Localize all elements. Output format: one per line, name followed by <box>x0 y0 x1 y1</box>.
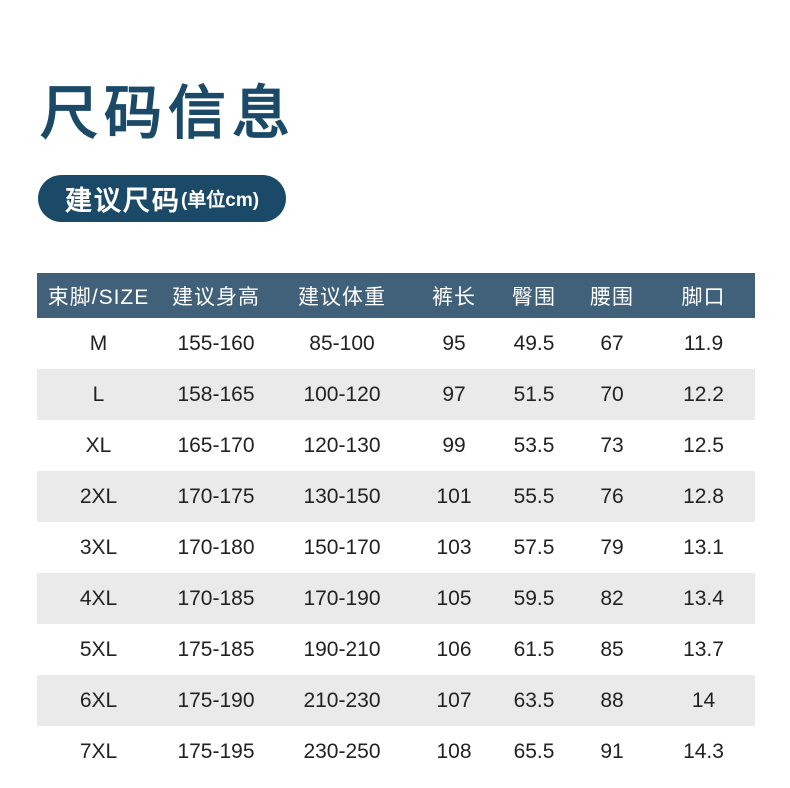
size-table-body: M 155-160 85-100 95 49.5 67 11.9 L 158-165 100-12… <box>37 318 755 777</box>
table-cell: 170-175 <box>177 484 255 508</box>
column-header: 建议体重 <box>272 273 412 318</box>
column-header: 腰围 <box>572 273 652 318</box>
header-row: 束脚/SIZE 建议身高 建议体重 裤长 臀围 腰围 脚口 <box>37 273 755 318</box>
table-cell: 175-185 <box>177 637 255 661</box>
table-cell: 91 <box>600 739 624 763</box>
table-cell: 12.8 <box>683 484 724 508</box>
size-cell: 4XL <box>79 586 118 610</box>
table-cell: 190-210 <box>303 637 381 661</box>
table-row: 4XL 170-185 170-190 105 59.5 82 13.4 <box>37 573 755 624</box>
table-cell: 230-250 <box>303 739 381 763</box>
table-cell: 67 <box>600 331 624 355</box>
table-cell: 88 <box>600 688 624 712</box>
table-cell: 13.1 <box>683 535 724 559</box>
table-cell: 107 <box>436 688 472 712</box>
table-cell: 170-185 <box>177 586 255 610</box>
table-cell: 70 <box>600 382 624 406</box>
table-cell: 170-190 <box>303 586 381 610</box>
table-cell: 79 <box>600 535 624 559</box>
table-cell: 108 <box>436 739 472 763</box>
size-cell: 7XL <box>79 739 118 763</box>
table-cell: 99 <box>442 433 466 457</box>
table-cell: 61.5 <box>513 637 555 661</box>
table-cell: 51.5 <box>513 382 555 406</box>
table-cell: 63.5 <box>513 688 555 712</box>
table-cell: 103 <box>436 535 472 559</box>
size-cell: M <box>89 331 108 355</box>
table-cell: 170-180 <box>177 535 255 559</box>
column-header: 裤长 <box>412 273 496 318</box>
table-cell: 49.5 <box>513 331 555 355</box>
table-cell: 105 <box>436 586 472 610</box>
table-cell: 53.5 <box>513 433 555 457</box>
table-cell: 82 <box>600 586 624 610</box>
table-cell: 101 <box>436 484 472 508</box>
column-header: 束脚/SIZE <box>37 273 160 318</box>
table-cell: 175-195 <box>177 739 255 763</box>
table-cell: 11.9 <box>683 331 724 355</box>
table-cell: 57.5 <box>513 535 555 559</box>
page-title: 尺码信息 <box>40 81 297 146</box>
size-cell: 6XL <box>79 688 118 712</box>
table-cell: 12.2 <box>683 382 724 406</box>
badge-label: 建议尺码 <box>64 186 181 216</box>
column-header: 臀围 <box>496 273 572 318</box>
table-cell: 73 <box>600 433 624 457</box>
table-cell: 55.5 <box>513 484 555 508</box>
table-cell: 85-100 <box>309 331 375 355</box>
table-cell: 85 <box>600 637 624 661</box>
size-cell: 2XL <box>79 484 118 508</box>
size-cell: L <box>92 382 105 406</box>
table-cell: 14.3 <box>683 739 724 763</box>
table-cell: 120-130 <box>303 433 381 457</box>
table-cell: 106 <box>436 637 472 661</box>
table-cell: 59.5 <box>513 586 555 610</box>
size-cell: 5XL <box>79 637 118 661</box>
table-cell: 12.5 <box>683 433 724 457</box>
table-row: 5XL 175-185 190-210 106 61.5 85 13.7 <box>37 624 755 675</box>
table-row: 6XL 175-190 210-230 107 63.5 88 14 <box>37 675 755 726</box>
table-row: 2XL 170-175 130-150 101 55.5 76 12.8 <box>37 471 755 522</box>
table-cell: 65.5 <box>513 739 555 763</box>
table-cell: 175-190 <box>177 688 255 712</box>
table-cell: 165-170 <box>177 433 255 457</box>
table-cell: 210-230 <box>303 688 381 712</box>
suggested-size-badge: 建议尺码 (单位cm) <box>38 175 286 222</box>
badge-unit-label: (单位cm) <box>180 190 260 211</box>
table-cell: 155-160 <box>177 331 255 355</box>
column-header: 建议身高 <box>160 273 272 318</box>
table-row: 3XL 170-180 150-170 103 57.5 79 13.1 <box>37 522 755 573</box>
size-cell: XL <box>85 433 112 457</box>
table-cell: 95 <box>442 331 466 355</box>
table-row: L 158-165 100-120 97 51.5 70 12.2 <box>37 369 755 420</box>
column-header: 脚口 <box>652 273 755 318</box>
table-row: 7XL 175-195 230-250 108 65.5 91 14.3 <box>37 726 755 777</box>
table-row: M 155-160 85-100 95 49.5 67 11.9 <box>37 318 755 369</box>
table-cell: 97 <box>442 382 466 406</box>
table-cell: 158-165 <box>177 382 255 406</box>
size-cell: 3XL <box>79 535 118 559</box>
table-cell: 100-120 <box>303 382 381 406</box>
table-cell: 76 <box>600 484 624 508</box>
table-cell: 130-150 <box>303 484 381 508</box>
table-row: XL 165-170 120-130 99 53.5 73 12.5 <box>37 420 755 471</box>
table-cell: 13.4 <box>683 586 724 610</box>
table-cell: 14 <box>691 688 716 712</box>
size-table: 束脚/SIZE 建议身高 建议体重 裤长 臀围 腰围 脚口 M 155-160 85-100 95… <box>37 273 755 777</box>
table-cell: 150-170 <box>303 535 381 559</box>
size-table-header: 束脚/SIZE 建议身高 建议体重 裤长 臀围 腰围 脚口 <box>37 273 755 318</box>
table-cell: 13.7 <box>683 637 724 661</box>
